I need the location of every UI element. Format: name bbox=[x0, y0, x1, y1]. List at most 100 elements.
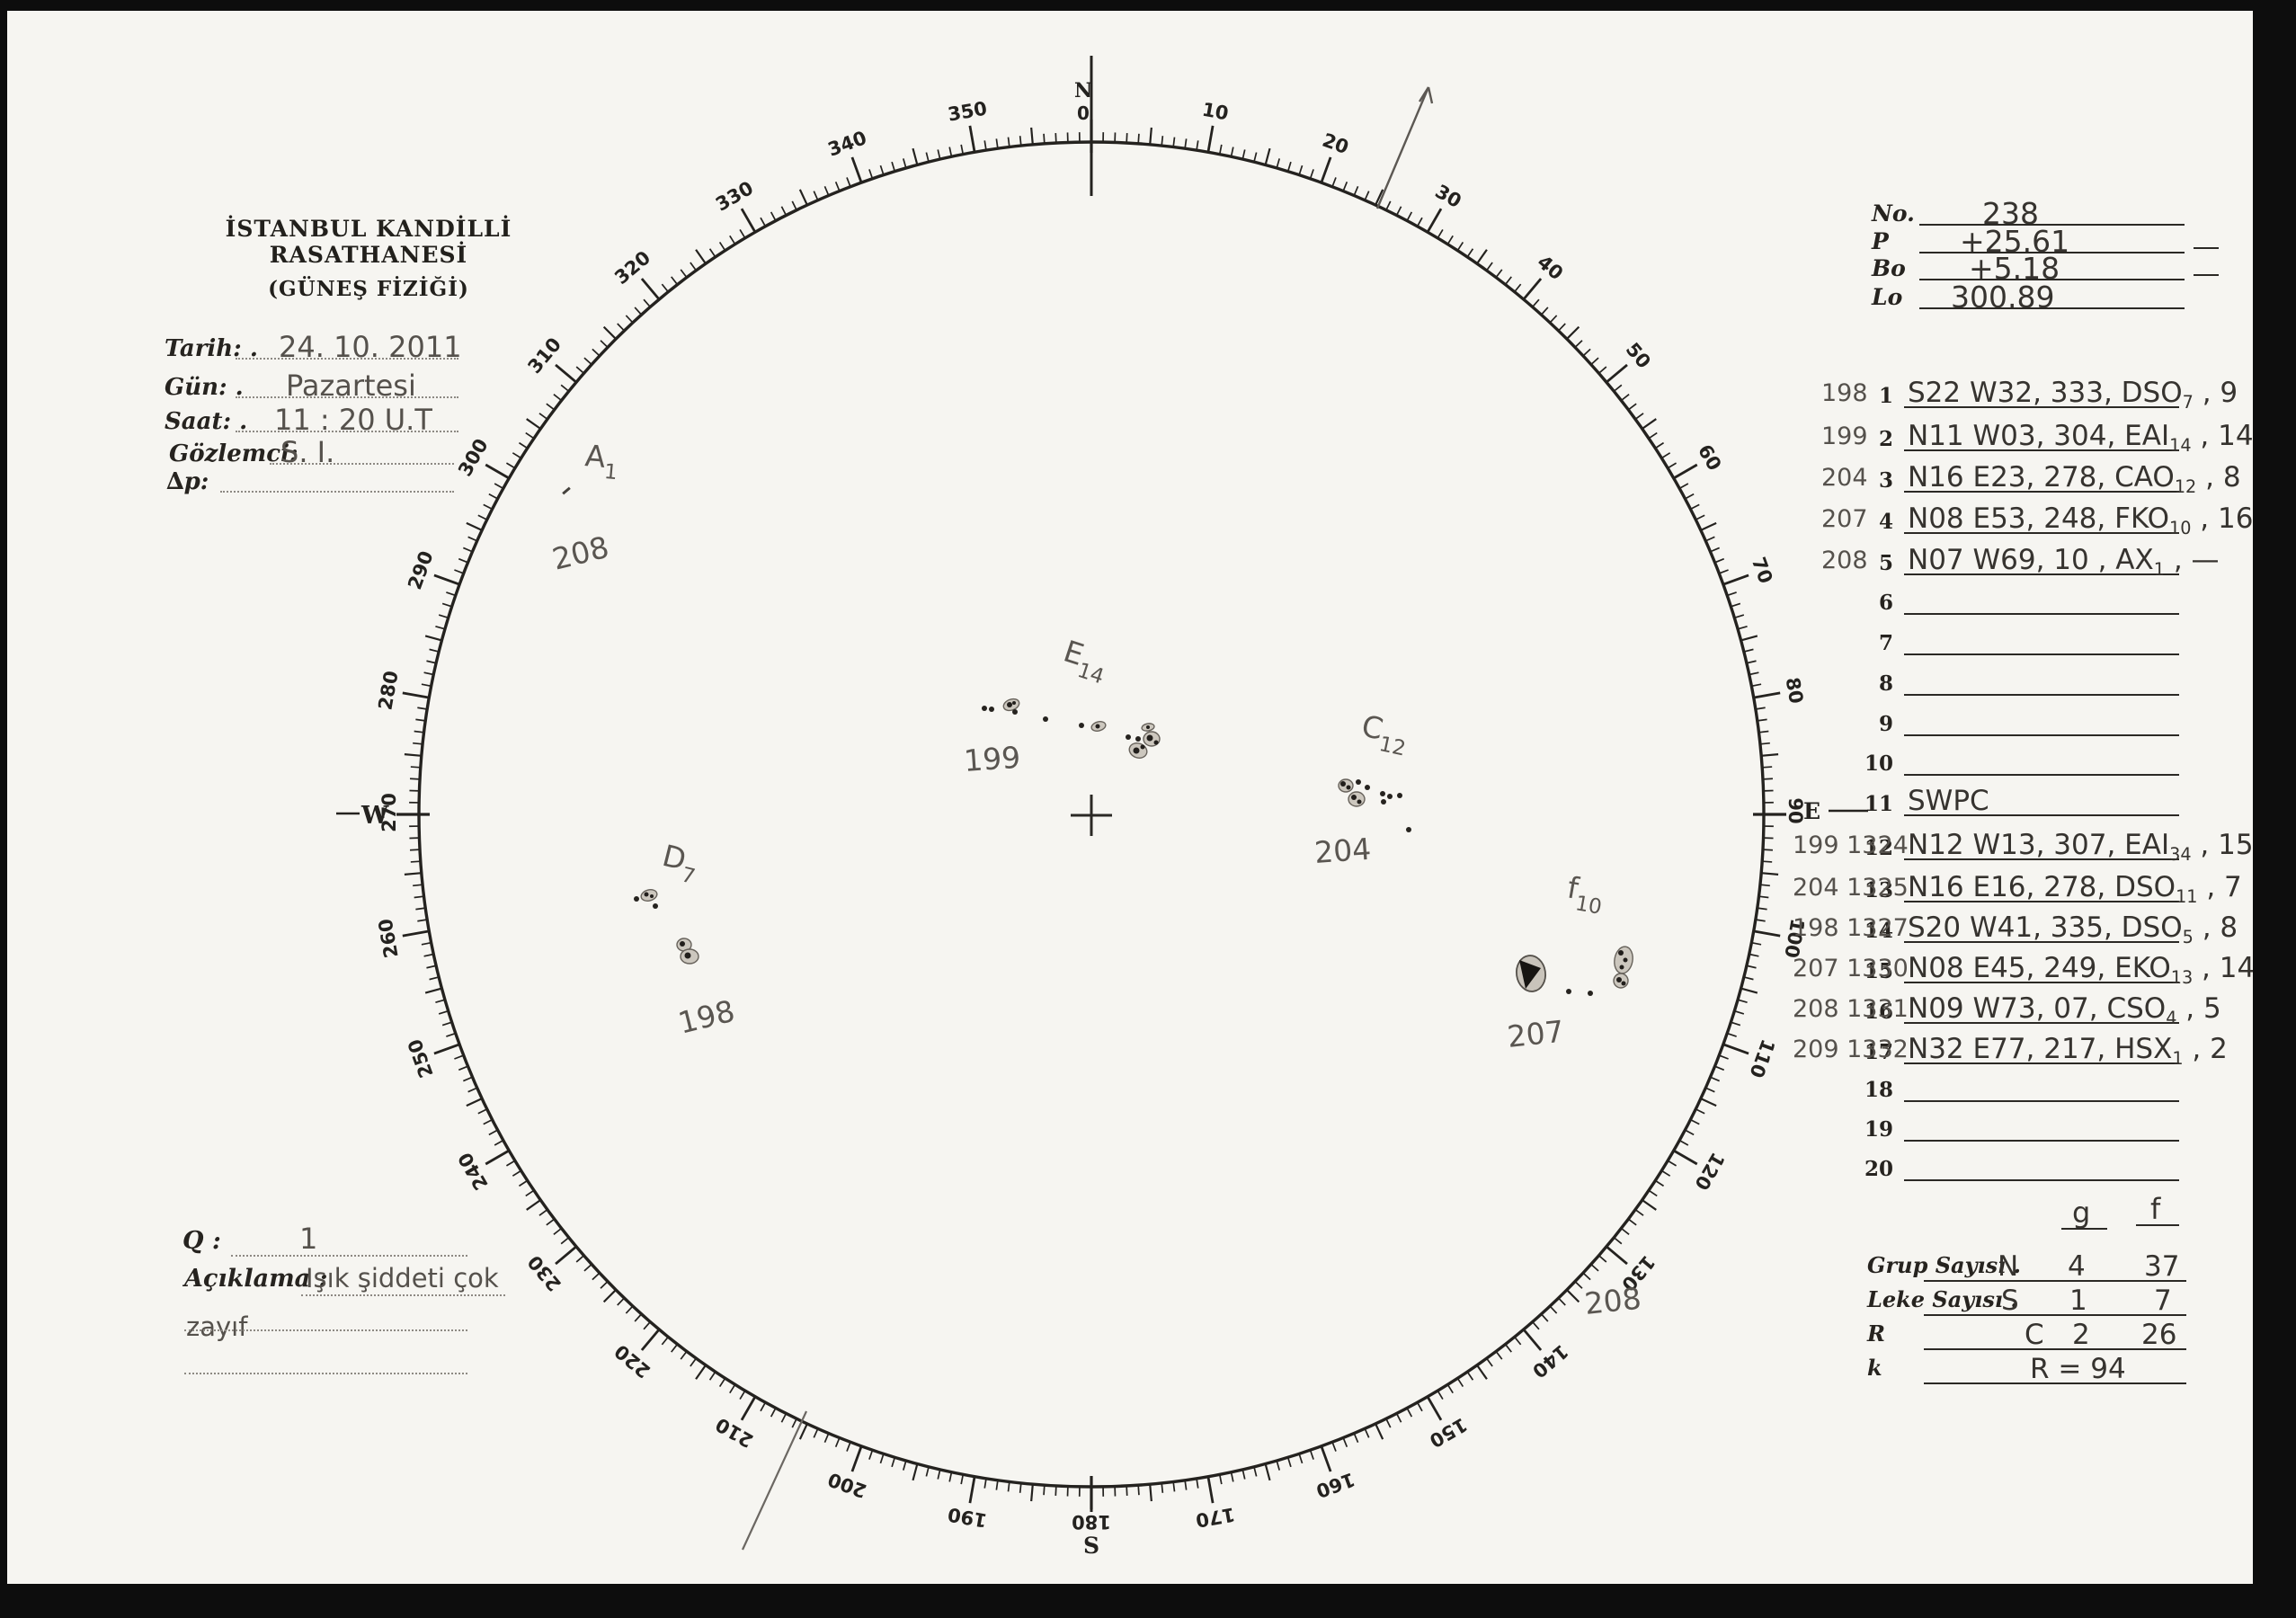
group-row-number-10: 10 bbox=[1864, 751, 1893, 776]
dial-tick-210 bbox=[740, 1396, 757, 1421]
dial-tick-190 bbox=[968, 1476, 976, 1504]
group-row-number-6: 6 bbox=[1878, 591, 1893, 615]
dial-tick-330 bbox=[740, 208, 757, 233]
direction-arrow bbox=[1375, 86, 1430, 209]
dial-tick-50 bbox=[1606, 363, 1628, 384]
sunspot-dot-4 bbox=[1079, 723, 1084, 728]
sunspot-dot-0 bbox=[982, 706, 987, 711]
summary-row-line-0 bbox=[1924, 1280, 2186, 1282]
ephemeris-value-1: +25.61 bbox=[1960, 224, 2070, 259]
dial-tick-100 bbox=[1753, 929, 1781, 938]
sunspot-dot-3 bbox=[1043, 716, 1048, 722]
dial-label-280: 280 bbox=[374, 669, 402, 711]
sunspot-penumbra-5 bbox=[1338, 778, 1354, 793]
field-label-3: Gözlemci: bbox=[169, 440, 298, 467]
sunspot-dot-9 bbox=[1380, 791, 1385, 796]
dial-tick-150 bbox=[1426, 1396, 1443, 1421]
field-label-1: Gün: . bbox=[165, 374, 244, 401]
aciklama-label: Açıklama : bbox=[184, 1265, 328, 1293]
disk-annotation-199-3: 199 bbox=[963, 740, 1022, 778]
dial-tick-230 bbox=[555, 1245, 577, 1266]
dial-tick-140 bbox=[1522, 1329, 1543, 1351]
disk-annotation-198-7: 198 bbox=[675, 993, 739, 1041]
field-label-4: ∆p: bbox=[166, 468, 209, 495]
group-row-line-6 bbox=[1904, 613, 2179, 615]
dial-label-70: 70 bbox=[1748, 555, 1777, 587]
group-row-line-7 bbox=[1904, 653, 2179, 655]
group-row-entry-3: N16 E23, 278, CAO12 , 8 bbox=[1908, 461, 2241, 498]
quality-dotted-line-3 bbox=[184, 1373, 467, 1374]
dial-label-260: 260 bbox=[374, 917, 402, 959]
compass-east-label: E bbox=[1803, 798, 1820, 824]
group-row-prefix-13: 204 1325 bbox=[1793, 874, 1909, 902]
sunspot-penumbra-7 bbox=[640, 889, 658, 902]
dial-tick-300 bbox=[485, 463, 510, 480]
group-row-number-3: 3 bbox=[1878, 468, 1893, 493]
compass-south-label: S bbox=[1083, 1533, 1099, 1559]
dial-tick-250 bbox=[433, 1043, 460, 1055]
sunspot-dot-7 bbox=[1356, 779, 1361, 785]
dial-label-180: 180 bbox=[1072, 1511, 1111, 1533]
sunspot-dot-1 bbox=[989, 707, 994, 712]
summary-cell-2-1: 2 bbox=[2072, 1319, 2090, 1351]
group-row-number-2: 2 bbox=[1878, 427, 1893, 451]
dial-tick-220 bbox=[640, 1329, 661, 1351]
group-row-entry-13: N16 E16, 278, DSO11 , 7 bbox=[1908, 871, 2242, 908]
group-row-number-16: 16 bbox=[1864, 1000, 1893, 1024]
field-label-2: Saat: . bbox=[165, 408, 248, 435]
group-row-line-1 bbox=[1904, 406, 2179, 408]
dial-tick-350 bbox=[968, 125, 976, 153]
dial-label-30: 30 bbox=[1431, 181, 1464, 212]
field-dotted-line-1 bbox=[236, 396, 458, 398]
group-row-line-10 bbox=[1904, 774, 2179, 776]
summary-col-g: g bbox=[2072, 1196, 2091, 1230]
dial-tick-260 bbox=[402, 929, 430, 938]
disk-annotation-A1-0: A1 bbox=[583, 438, 619, 485]
group-row-line-4 bbox=[1904, 532, 2179, 534]
dial-label-50: 50 bbox=[1622, 339, 1655, 373]
group-row-line-19 bbox=[1904, 1140, 2179, 1142]
ephemeris-label-0: No. bbox=[1872, 200, 1915, 227]
group-row-line-20 bbox=[1904, 1179, 2179, 1181]
sunspot-dot-6 bbox=[1135, 736, 1141, 742]
dial-label-290: 290 bbox=[404, 548, 438, 592]
scan-border-top bbox=[0, 0, 2296, 11]
dial-label-210: 210 bbox=[712, 1413, 757, 1452]
observatory-title: İSTANBUL KANDİLLİ RASATHANESİ (GÜNEŞ FİZ… bbox=[126, 216, 611, 301]
field-dotted-line-0 bbox=[236, 358, 458, 360]
dial-tick-340 bbox=[850, 156, 863, 183]
sunspot-dot-15 bbox=[653, 903, 658, 909]
group-row-entry-17: N32 E77, 217, HSX1 , 2 bbox=[1908, 1033, 2228, 1070]
summary-cell-0-2: 37 bbox=[2144, 1250, 2180, 1283]
group-row-prefix-12: 199 1324 bbox=[1793, 831, 1909, 859]
summary-cell-2-0: C bbox=[2025, 1319, 2044, 1351]
summary-cell-1-1: 1 bbox=[2069, 1285, 2087, 1317]
dial-label-140: 140 bbox=[1528, 1340, 1572, 1382]
ephemeris-label-1: P bbox=[1872, 228, 1889, 254]
ephemeris-extra-dash-1 bbox=[2194, 247, 2219, 249]
dial-label-350: 350 bbox=[946, 97, 988, 125]
scan-border-bottom bbox=[0, 1584, 2296, 1618]
title-line1: İSTANBUL KANDİLLİ RASATHANESİ bbox=[225, 216, 512, 268]
group-row-entry-4: N08 E53, 248, FKO10 , 16 bbox=[1908, 502, 2254, 539]
dial-label-320: 320 bbox=[610, 246, 654, 289]
dial-tick-280 bbox=[402, 691, 430, 699]
field-value-2: 11 : 20 U.T bbox=[274, 403, 432, 437]
dial-tick-130 bbox=[1606, 1245, 1628, 1266]
quality-dotted-line-1 bbox=[301, 1294, 505, 1296]
group-row-prefix-3: 204 bbox=[1821, 464, 1868, 492]
group-row-entry-1: S22 W32, 333, DSO7 , 9 bbox=[1908, 377, 2238, 413]
dial-label-40: 40 bbox=[1533, 251, 1567, 284]
ephemeris-line-2 bbox=[1919, 279, 2185, 280]
disk-annotation-204-5: 204 bbox=[1313, 831, 1373, 870]
summary-row-line-2 bbox=[1924, 1348, 2186, 1350]
ephemeris-value-0: 238 bbox=[1982, 196, 2039, 231]
dial-label-20: 20 bbox=[1320, 129, 1352, 159]
summary-row-label-1: Leke Sayısı . bbox=[1867, 1286, 2018, 1312]
sunspot-large-umbra bbox=[1519, 960, 1541, 989]
sunspot-dot-8 bbox=[1365, 785, 1370, 790]
dial-label-300: 300 bbox=[454, 435, 493, 480]
ephemeris-value-3: 300.89 bbox=[1951, 280, 2055, 315]
group-row-prefix-1: 198 bbox=[1821, 379, 1868, 407]
